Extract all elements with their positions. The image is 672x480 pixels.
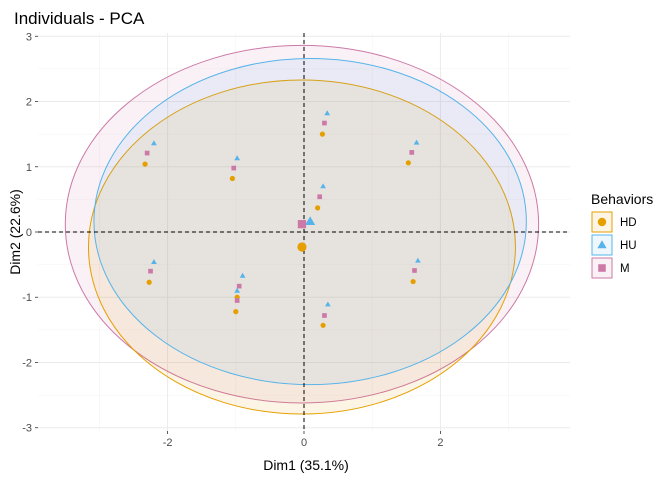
- point-hu: [234, 155, 241, 161]
- point-hd: [142, 161, 148, 167]
- point-m: [234, 298, 240, 303]
- x-tick-label: 2: [437, 437, 443, 449]
- legend-marker-hd: [597, 217, 607, 227]
- y-tick-label: -2: [22, 357, 32, 369]
- point-hu: [239, 272, 246, 278]
- y-tick-label: -1: [22, 292, 32, 304]
- legend-item-hu: HU: [591, 234, 637, 256]
- legend-marker-hu: [597, 240, 607, 249]
- point-m: [409, 150, 415, 155]
- chart-title: Individuals - PCA: [14, 9, 145, 28]
- point-hu: [415, 257, 421, 263]
- group-centroids: [297, 216, 316, 252]
- point-hu: [151, 259, 157, 264]
- y-tick-label: 1: [26, 162, 32, 174]
- reference-lines: [38, 33, 570, 431]
- legend-title: Behaviors: [591, 191, 653, 207]
- point-hu: [320, 183, 326, 189]
- legend-marker-m: [598, 264, 606, 272]
- legend-label: M: [620, 263, 630, 275]
- point-hu: [234, 287, 241, 293]
- centroid-hu: [305, 216, 316, 226]
- centroid-m: [297, 220, 307, 229]
- y-tick-label: 3: [26, 31, 32, 43]
- point-hu: [325, 301, 331, 307]
- point-m: [144, 150, 150, 156]
- point-hd: [315, 205, 321, 211]
- point-m: [322, 120, 327, 126]
- y-tick-label: 0: [26, 227, 32, 239]
- point-hu: [324, 110, 331, 116]
- point-hu: [151, 140, 157, 146]
- point-m: [322, 313, 327, 318]
- point-hu: [413, 139, 420, 145]
- point-hd: [410, 278, 416, 285]
- y-axis-title: Dim2 (22.6%): [7, 189, 23, 275]
- point-hd: [405, 160, 411, 166]
- x-tick-label: -2: [163, 437, 173, 449]
- x-tick-label: 0: [301, 437, 307, 449]
- point-m: [236, 283, 242, 289]
- centroid-hd: [297, 242, 307, 252]
- point-m: [231, 165, 237, 171]
- legend-item-hd: HD: [591, 211, 637, 233]
- point-m: [317, 194, 323, 200]
- axis-ticks: -2 0 2 -3 -2 -1 0 1 2 3: [22, 31, 443, 449]
- confidence-ellipses: [64, 44, 540, 415]
- legend: Behaviors HD HU M: [591, 191, 653, 279]
- legend-item-m: M: [591, 257, 630, 279]
- y-tick-label: 2: [26, 97, 32, 109]
- point-hd: [320, 322, 326, 328]
- data-points: [142, 110, 421, 328]
- legend-label: HD: [620, 217, 637, 229]
- point-hd: [319, 131, 326, 137]
- point-m: [148, 268, 153, 274]
- y-tick-label: -3: [22, 423, 32, 435]
- legend-label: HU: [620, 240, 637, 252]
- point-hd: [229, 175, 235, 182]
- point-hd: [233, 309, 239, 315]
- x-axis-title: Dim1 (35.1%): [263, 457, 349, 473]
- point-hd: [146, 279, 152, 285]
- point-m: [412, 268, 417, 273]
